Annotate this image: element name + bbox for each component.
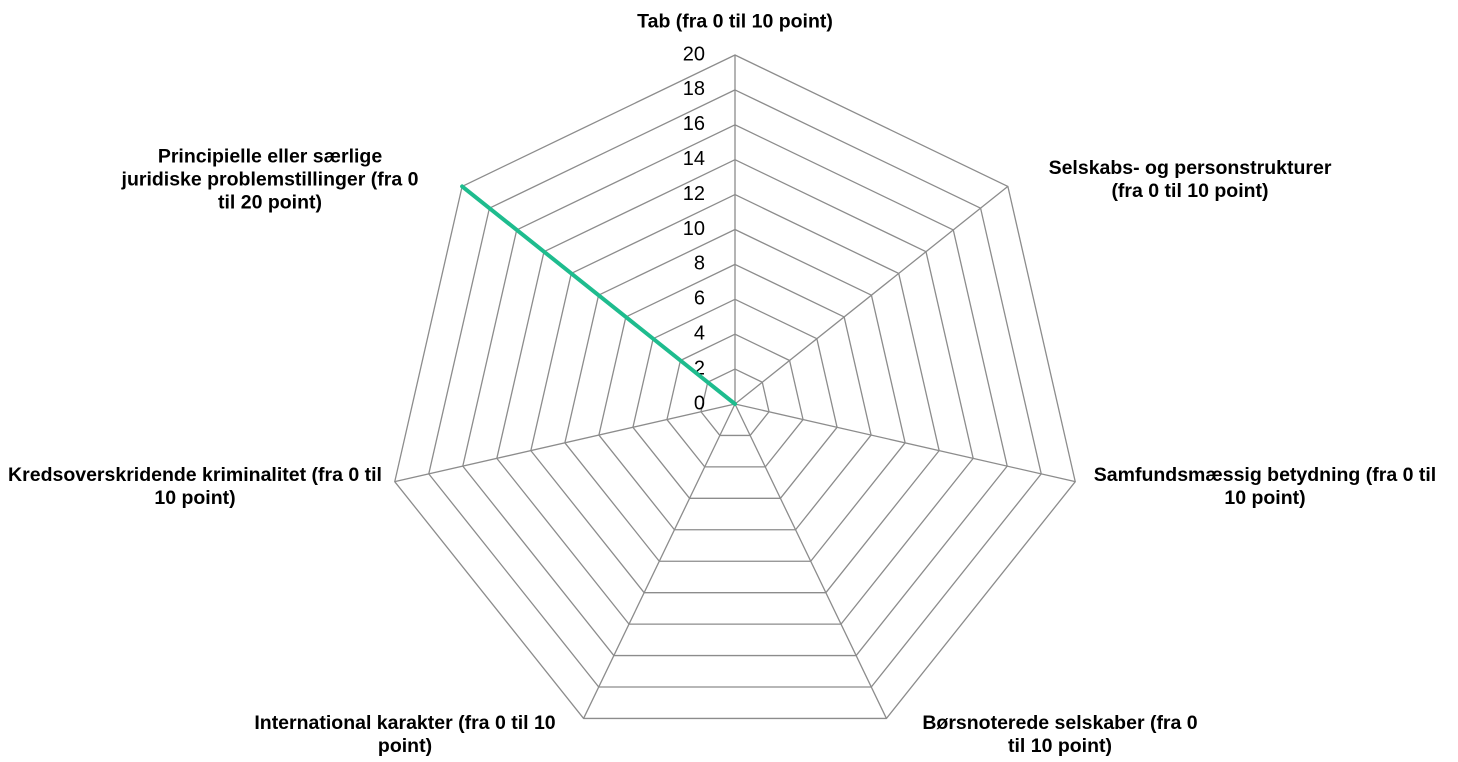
category-label: International karakter (fra 0 til 10 poi… xyxy=(254,712,556,757)
r-tick-label: 0 xyxy=(694,392,705,414)
spoke xyxy=(734,185,1009,405)
grid-ring xyxy=(496,158,974,625)
r-tick-label: 12 xyxy=(683,183,705,205)
grid-ring xyxy=(530,193,940,594)
category-label: Tab (fra 0 til 10 point) xyxy=(637,10,833,33)
grid-ring xyxy=(666,333,804,468)
category-label: Kredsoverskridende kriminalitet (fra 0 t… xyxy=(8,464,382,509)
r-tick-label: 4 xyxy=(694,322,705,344)
category-label: Børsnoterede selskaber (fra 0 til 10 poi… xyxy=(922,712,1198,757)
spoke xyxy=(394,403,736,483)
grid-ring xyxy=(462,124,1008,657)
r-tick-label: 6 xyxy=(694,288,705,310)
spoke xyxy=(582,403,736,719)
r-tick-label: 14 xyxy=(683,148,705,170)
category-label: Selskabs- og personstrukturer (fra 0 til… xyxy=(1048,157,1332,202)
r-tick-label: 8 xyxy=(694,253,705,275)
grid-ring xyxy=(428,89,1042,688)
spoke xyxy=(734,403,1076,483)
grid-ring xyxy=(598,263,872,531)
grid-ring xyxy=(700,368,770,437)
r-tick-label: 10 xyxy=(683,218,705,240)
spoke xyxy=(734,403,888,719)
category-label: Samfundsmæssig betydning (fra 0 til 10 p… xyxy=(1093,464,1437,509)
grid-ring xyxy=(632,298,838,499)
r-tick-label: 2 xyxy=(694,357,705,379)
grid-ring xyxy=(564,228,906,562)
r-tick-label: 18 xyxy=(683,78,705,100)
r-tick-label: 20 xyxy=(683,43,705,65)
r-tick-label: 16 xyxy=(683,113,705,135)
series-line xyxy=(460,184,737,406)
category-label: Principielle eller særlige juridiske pro… xyxy=(121,145,419,214)
grid-ring xyxy=(394,54,1076,720)
